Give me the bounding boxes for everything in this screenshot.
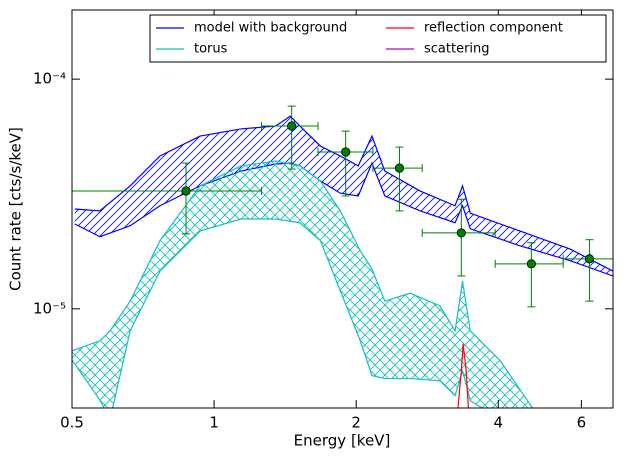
- legend-box: [149, 14, 607, 63]
- x-tick-label: 0.5: [60, 414, 84, 432]
- legend-label: model with background: [194, 21, 347, 36]
- data-point: [456, 228, 466, 238]
- band-hatch: [74, 116, 613, 276]
- legend-label: reflection component: [424, 21, 563, 36]
- y-tick-label: 10⁻⁵: [33, 299, 66, 317]
- y-axis-label: Count rate [cts/s/keV]: [7, 127, 25, 291]
- x-tick-label: 4: [494, 414, 504, 432]
- data-point: [526, 259, 536, 269]
- band-upper: [74, 115, 613, 272]
- y-tick-label: 10⁻⁴: [33, 70, 66, 88]
- data-point: [341, 147, 351, 157]
- x-axis-label: Energy [keV]: [294, 432, 391, 450]
- x-tick-label: 6: [577, 414, 587, 432]
- legend-label: torus: [194, 42, 228, 57]
- data-point: [584, 254, 595, 264]
- plot-area: [72, 10, 613, 408]
- data-point: [394, 163, 405, 173]
- x-tick-label: 1: [209, 414, 219, 432]
- plot-frame: [71, 9, 614, 409]
- data-point: [287, 121, 297, 131]
- legend-label: scattering: [424, 42, 490, 57]
- series-line: [457, 343, 470, 408]
- band-hatch: [72, 161, 533, 408]
- band-lower: [74, 161, 613, 277]
- x-tick-label: 2: [351, 414, 361, 432]
- band-upper: [72, 160, 534, 408]
- plot-content: [72, 105, 613, 408]
- data-point: [181, 186, 191, 196]
